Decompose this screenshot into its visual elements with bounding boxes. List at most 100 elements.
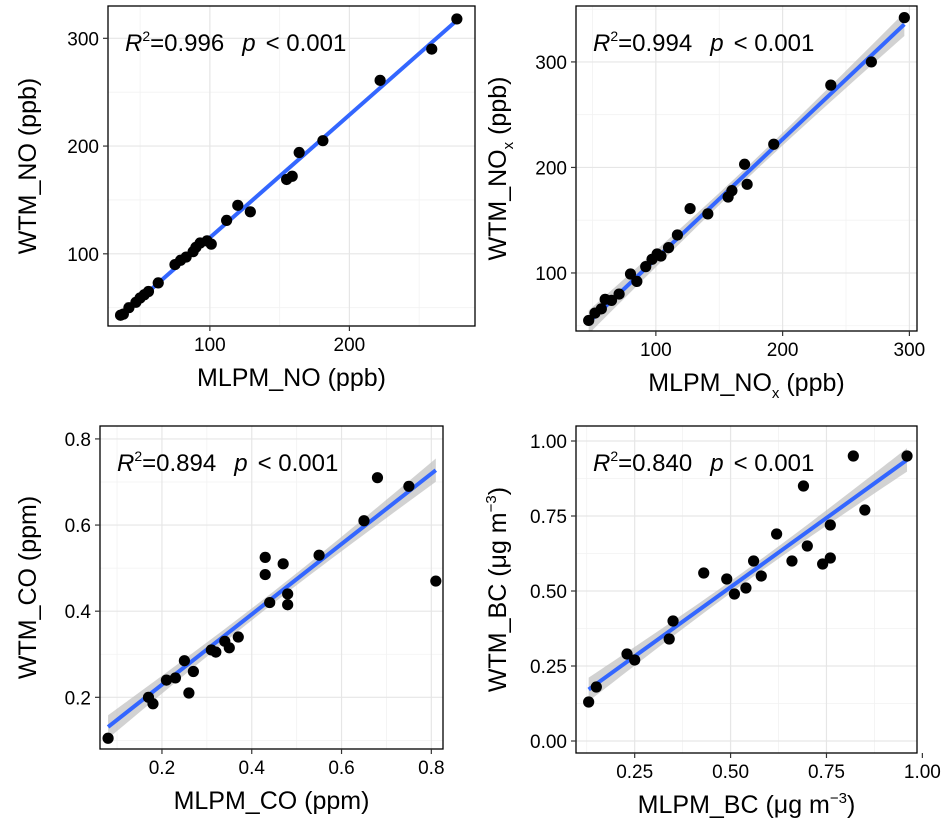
x-tick-label: 0.50 [712,762,749,783]
data-point [640,261,652,273]
panel-4: 0.25 0.50 0.75 1.00 0.00 0.25 0.50 0.75 1.00 R2=0… [483,425,941,819]
r2-annotation: R2=0.894 p < 0.001 [117,448,338,477]
data-point [147,698,159,710]
regression-line [587,22,906,324]
plot-border [99,425,444,750]
plot-area [100,426,443,749]
data-point [721,573,733,585]
data-point [824,519,836,531]
data-point [684,202,696,215]
data-point [740,582,752,594]
y-tick-label: 100 [535,264,567,285]
data-point [169,672,182,684]
data-point [403,480,415,492]
data-point [244,206,256,218]
data-point [755,570,767,582]
x-tick-label: 0.75 [808,762,845,783]
y-tick-label: 0.2 [65,688,91,709]
data-point [286,170,298,182]
data-point [797,480,810,492]
data-point [747,555,760,567]
x-tick-label: 200 [334,335,366,356]
data-point [621,648,633,660]
data-point [583,314,595,327]
x-tick-label: 100 [640,340,672,361]
r2-annotation: R2=0.994 p < 0.001 [593,28,814,57]
x-tick-label: 300 [894,340,926,361]
data-point [726,185,738,197]
data-point [259,551,271,563]
data-point [901,450,913,462]
y-tick-label: 0.6 [65,516,91,537]
data-point [205,238,217,250]
data-point [426,43,438,55]
data-point [667,615,679,627]
data-point [824,552,836,564]
plot-area [576,6,917,331]
data-point [629,654,641,666]
data-point [277,558,289,570]
data-point [847,450,859,462]
data-point [374,74,386,86]
x-axis-label: MLPM_NOx (ppb) [648,369,844,402]
y-axis-label: WTM_NOx (ppb) [484,77,517,261]
x-tick-label: 0.6 [328,758,354,779]
data-point [187,665,199,678]
data-point [451,13,463,25]
data-point [317,135,329,147]
y-tick-label: 0.25 [530,657,567,678]
x-tick-label: 0.4 [239,758,266,779]
data-point [583,696,595,708]
y-axis-label: WTM_BC (μg m−3) [483,487,512,692]
data-point [605,294,618,306]
data-point [221,214,233,227]
data-point [358,515,370,527]
data-point [293,146,305,159]
data-point [655,250,667,262]
data-point [671,229,684,241]
data-point [728,588,741,600]
y-tick-label: 300 [535,53,567,74]
x-tick-label: 0.8 [418,758,444,779]
x-tick-label: 0.25 [616,762,653,783]
data-point [738,158,751,170]
r2-annotation: R2=0.996 p < 0.001 [125,28,346,57]
data-point [859,504,871,516]
data-point [631,275,643,288]
x-tick-label: 200 [767,340,799,361]
data-point [152,277,164,289]
data-point [771,528,783,540]
plot-border [107,5,476,327]
plot-border [575,5,918,332]
data-point [898,12,910,24]
data-point [160,674,173,686]
data-point [801,540,813,552]
data-point [102,732,114,744]
y-tick-label: 300 [67,29,99,50]
y-tick-label: 0.00 [530,732,567,753]
y-tick-label: 0.4 [65,602,92,623]
y-tick-label: 200 [67,137,99,158]
data-point [210,646,222,658]
data-point [702,208,714,220]
data-point [817,558,829,570]
x-tick-label: 0.2 [149,758,175,779]
data-point [698,567,710,579]
data-point [142,285,155,298]
plot-area [108,6,475,326]
y-axis-label: WTM_CO (ppm) [14,496,42,679]
data-point [662,242,675,254]
y-tick-label: 0.75 [530,507,567,528]
data-point [865,56,877,68]
y-tick-label: 200 [535,158,567,179]
data-point [259,568,271,581]
data-point [282,588,294,600]
data-point [232,631,244,643]
data-point [178,655,191,667]
data-point [590,681,602,693]
data-point [223,642,235,654]
data-point [313,549,325,561]
data-point [613,288,625,300]
regression-line [119,18,459,318]
